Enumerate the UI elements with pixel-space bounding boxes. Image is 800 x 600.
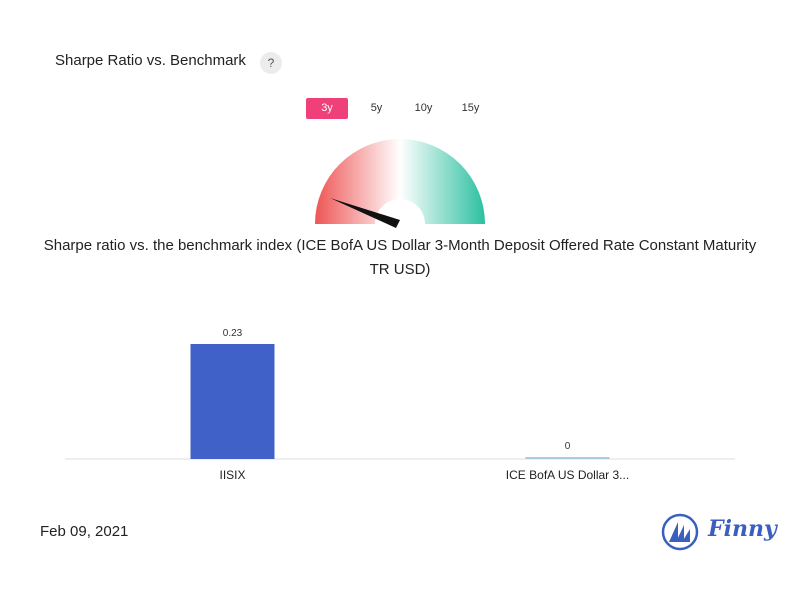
- tab-10y[interactable]: 10y: [414, 102, 433, 114]
- finny-logo: Finny: [660, 512, 777, 554]
- gauge-needle: [330, 198, 400, 228]
- brand-name: Finny: [708, 516, 777, 542]
- period-tabs: 3y 5y 10y 15y: [306, 98, 494, 119]
- bar-chart: 0.23 IISIX 0 ICE BofA US Dollar 3...: [65, 328, 735, 482]
- sailboat-icon: [661, 513, 699, 551]
- data-label-0: 0.23: [223, 328, 243, 339]
- gauge-arc: [315, 139, 485, 224]
- tab-15y[interactable]: 15y: [461, 102, 480, 114]
- x-tick-label-1: ICE BofA US Dollar 3...: [506, 468, 629, 482]
- bar-1[interactable]: [525, 457, 610, 459]
- chart-title: Sharpe Ratio vs. Benchmark: [55, 52, 246, 69]
- chart-description: Sharpe ratio vs. the benchmark index (IC…: [43, 237, 757, 278]
- bar-0[interactable]: [190, 344, 275, 459]
- tab-3y[interactable]: 3y: [306, 98, 348, 119]
- help-button[interactable]: ?: [260, 52, 282, 74]
- tab-5y[interactable]: 5y: [370, 102, 383, 114]
- date-label: Feb 09, 2021: [40, 523, 129, 540]
- sharpe-gauge: [315, 139, 485, 228]
- x-tick-label-0: IISIX: [219, 468, 245, 482]
- data-label-1: 0: [565, 441, 571, 452]
